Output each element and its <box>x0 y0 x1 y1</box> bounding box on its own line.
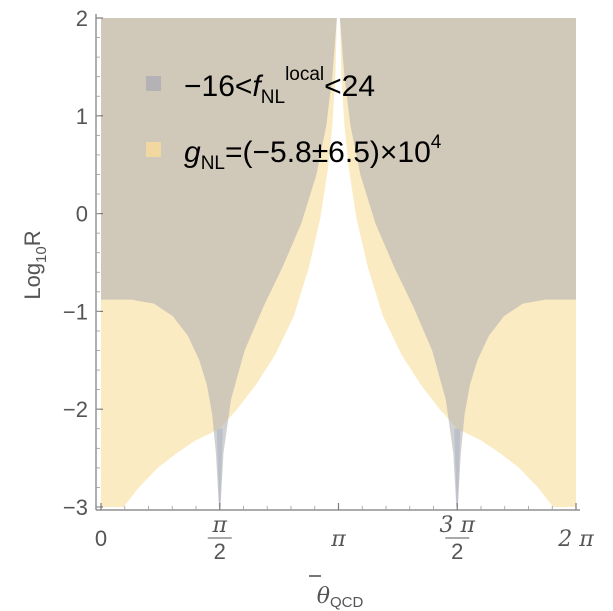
svg-text:π: π <box>212 513 228 538</box>
x-tick-label-0: 0 <box>95 526 107 551</box>
y-axis-title: Log10R <box>20 230 50 299</box>
svg-text:θQCD: θQCD <box>317 584 364 611</box>
y-tick-label-4: −2 <box>63 397 88 422</box>
x-axis-title: θQCD <box>309 575 364 611</box>
x-tick-label-1: π2 <box>207 513 232 564</box>
x-tick-label-2: π <box>330 527 346 552</box>
svg-text:2: 2 <box>451 539 463 564</box>
legend-label-gnl: gNL=(−5.8±6.5)×104 <box>184 132 442 174</box>
legend-swatch-gnl <box>146 142 161 157</box>
y-tick-label-5: −3 <box>63 495 88 520</box>
x-tick-label-4: 2 π <box>557 527 594 552</box>
svg-text:2: 2 <box>214 539 226 564</box>
svg-text:3 π: 3 π <box>440 513 476 538</box>
y-tick-label-0: 2 <box>76 6 88 31</box>
legend-swatch-fnl <box>146 76 161 91</box>
exclusion-regions <box>101 18 576 507</box>
y-tick-label-3: −1 <box>63 299 88 324</box>
x-axis: 0π2 π3 π2 2 π <box>95 503 594 564</box>
legend: −16<fNLlocal<24 gNL=(−5.8±6.5)×104 <box>146 64 442 174</box>
svg-text:Log10R: Log10R <box>20 230 50 299</box>
region-fnl <box>101 18 576 507</box>
y-tick-label-1: 1 <box>76 104 88 129</box>
legend-label-fnl: −16<fNLlocal<24 <box>184 64 375 108</box>
y-tick-label-2: 0 <box>76 202 88 227</box>
x-tick-label-3: 3 π2 <box>440 513 476 564</box>
y-axis: 2 1 0 −1 −2 −3 <box>63 6 103 520</box>
